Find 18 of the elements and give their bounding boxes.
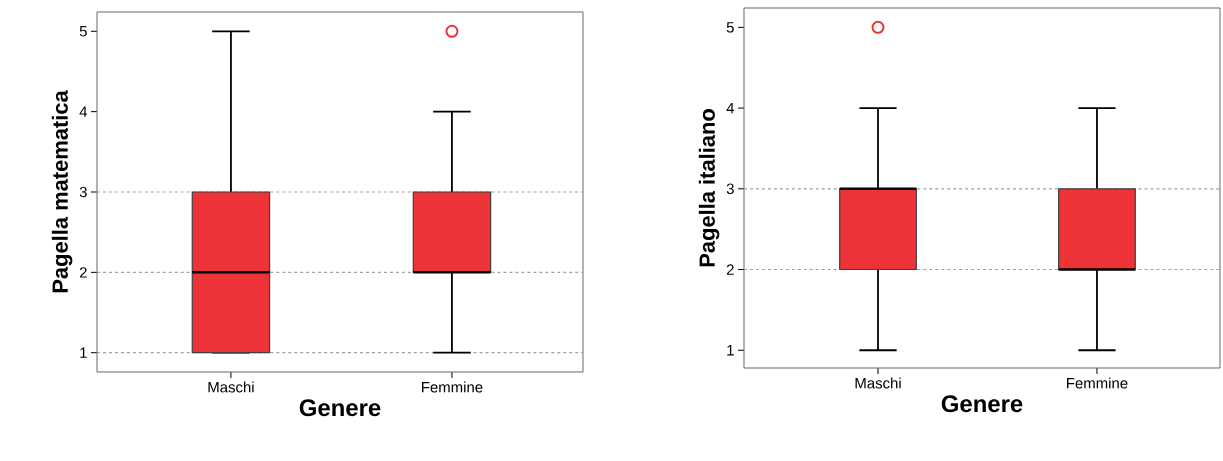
y-tick-label: 1 [80,347,87,358]
x-tick-label: Femmine [422,381,483,393]
y-tick-label: 4 [79,106,88,117]
x-tick-label: Femmine [1067,377,1128,389]
y-tick-label: 2 [726,264,734,275]
y-tick-label: 3 [726,183,734,195]
y-tick-label: 2 [79,267,87,278]
x-axis-title: Genere [299,399,381,417]
y-axis-title: Pagella matematica [51,90,73,293]
y-tick-label: 5 [726,22,734,33]
y-tick-label: 5 [79,26,87,37]
y-tick-label: 1 [727,345,734,356]
y-tick-label: 4 [726,102,735,114]
x-tick-label: Maschi [855,377,901,389]
x-axis-title: Genere [941,395,1023,413]
y-tick-label: 3 [79,186,87,198]
y-axis-title: Pagella italiano [698,109,720,267]
x-tick-label: Maschi [208,381,254,393]
